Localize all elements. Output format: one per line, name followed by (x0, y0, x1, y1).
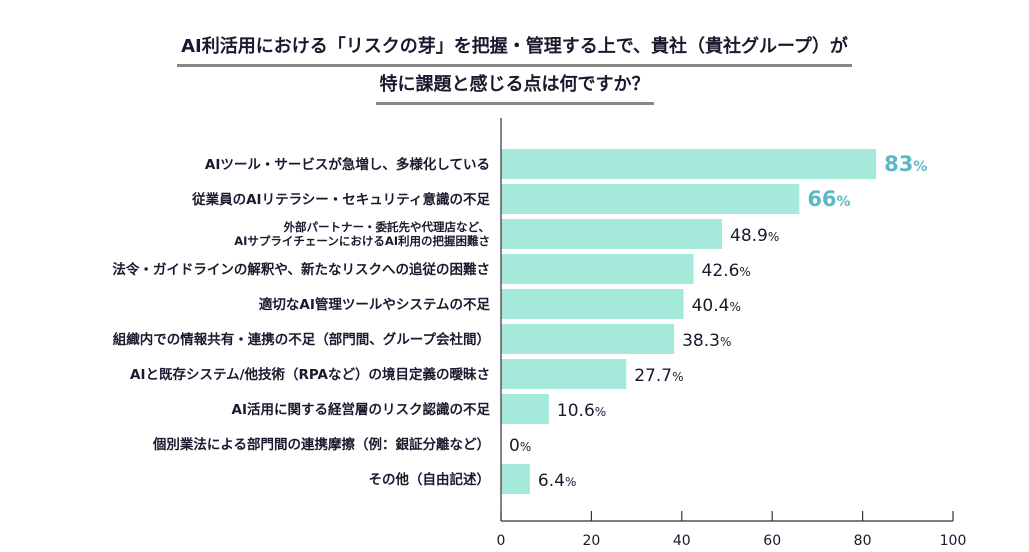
bar-3 (501, 254, 694, 284)
bar-5 (501, 324, 675, 354)
category-label-8: 個別業法による部門間の連携摩擦（例：銀証分離など） (152, 436, 490, 453)
x-tick-label-4: 80 (854, 533, 872, 549)
x-tick-label-1: 20 (582, 533, 600, 549)
bar-1 (501, 184, 800, 214)
data-label-6: 27.7% (634, 366, 683, 386)
category-label-2: 外部パートナー・委託先や代理店など、 (283, 220, 490, 234)
x-tick-label-5: 100 (940, 533, 967, 549)
x-tick-label-3: 60 (763, 533, 781, 549)
chart-title-line-1: AI利活用における「リスクの芽」を把握・管理する上で、貴社（貴社グループ）が (0, 32, 1029, 67)
bar-0 (501, 149, 877, 179)
category-label-7: AI活用に関する経営層のリスク認識の不足 (232, 401, 491, 418)
data-label-0: 83% (884, 152, 927, 176)
category-label-4: 適切なAI管理ツールやシステムの不足 (259, 296, 491, 313)
x-tick-label-0: 0 (497, 533, 506, 549)
bar-2 (501, 219, 723, 249)
category-label-6: AIと既存システム/他技術（RPAなど）の境目定義の曖昧さ (130, 366, 490, 383)
data-label-1: 66% (807, 187, 850, 211)
data-label-4: 40.4% (692, 296, 741, 316)
title-text-2: 特に課題と感じる点は何ですか？ (375, 70, 654, 105)
data-label-5: 38.3% (682, 331, 731, 351)
category-label-0: AIツール・サービスが急増し、多様化している (205, 156, 490, 173)
category-label-3: 法令・ガイドラインの解釈や、新たなリスクへの追従の困難さ (112, 261, 490, 278)
data-label-3: 42.6% (702, 261, 751, 281)
category-label-2: AIサプライチェーンにおけるAI利用の把握困難さ (234, 234, 490, 248)
category-label-5: 組織内での情報共有・連携の不足（部門間、グループ会社間） (113, 331, 490, 348)
data-label-8: 0% (509, 436, 531, 456)
bar-9 (501, 464, 530, 494)
chart-title-line-2: 特に課題と感じる点は何ですか？ (0, 70, 1029, 105)
category-label-1: 従業員のAIリテラシー・セキュリティ意識の不足 (191, 191, 490, 208)
title-text-1: AI利活用における「リスクの芽」を把握・管理する上で、貴社（貴社グループ）が (177, 32, 852, 67)
bar-7 (501, 394, 549, 424)
bar-4 (501, 289, 684, 319)
data-label-9: 6.4% (538, 471, 576, 491)
x-tick-label-2: 40 (673, 533, 691, 549)
data-label-7: 10.6% (557, 401, 606, 421)
bar-6 (501, 359, 627, 389)
category-label-9: その他（自由記述） (369, 471, 491, 488)
data-label-2: 48.9% (730, 226, 779, 246)
